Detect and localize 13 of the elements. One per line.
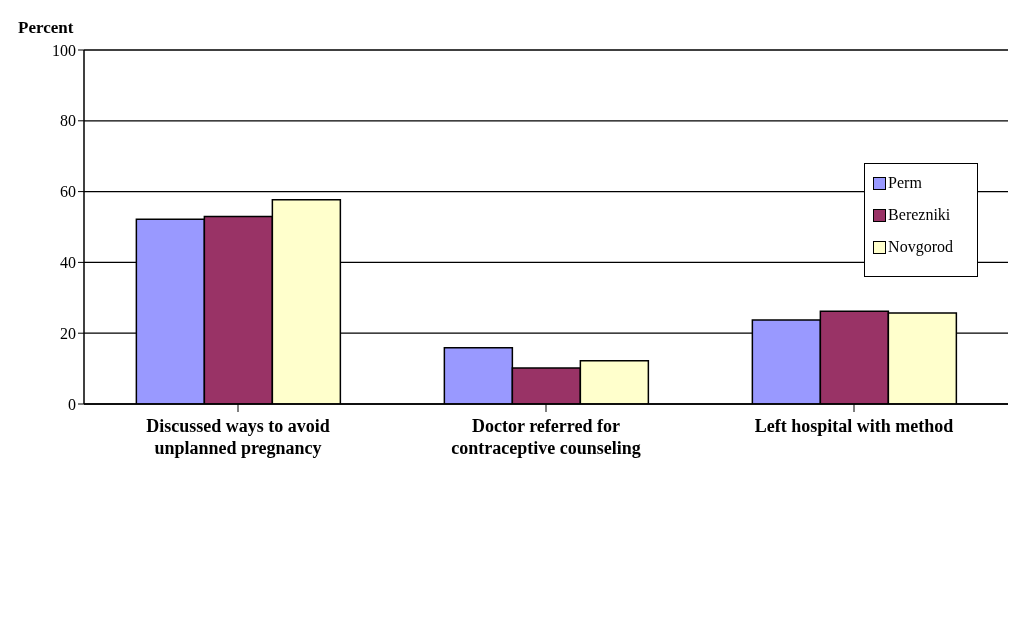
y-tick-label: 80	[60, 112, 76, 130]
y-tick-label: 40	[60, 254, 76, 272]
legend-label: Novgorod	[888, 238, 953, 256]
y-tick-label: 60	[60, 183, 76, 201]
legend-label: Perm	[888, 174, 922, 192]
x-tick-label: Discussed ways to avoid unplanned pregnancy	[146, 416, 330, 458]
x-tick-label: Left hospital with method	[754, 416, 954, 436]
y-tick-label: 100	[52, 41, 76, 59]
x-tick-label: Doctor referred for contraceptive counseling	[451, 416, 641, 458]
y-axis-title: Percent	[18, 18, 74, 38]
y-tick-label: 20	[60, 324, 76, 342]
y-tick-label: 0	[68, 395, 76, 413]
legend-label: Berezniki	[888, 206, 951, 224]
